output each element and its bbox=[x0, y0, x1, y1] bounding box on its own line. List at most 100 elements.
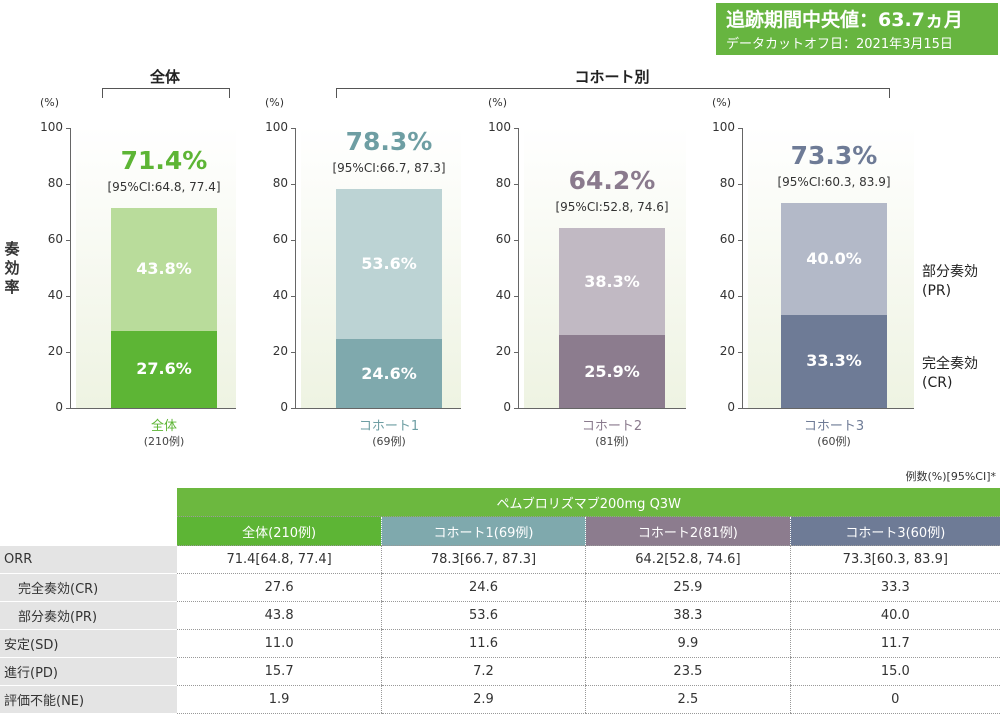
cell: 73.3[60.3, 83.9] bbox=[789, 545, 1000, 574]
cell: 71.4[64.8, 77.4] bbox=[177, 545, 382, 574]
group-overall-bracket bbox=[102, 88, 230, 98]
legend-cr-label: 完全奏効 bbox=[922, 356, 978, 372]
y-tick-label: 0 bbox=[727, 400, 735, 414]
y-tick-label: 80 bbox=[495, 176, 511, 190]
y-tick-label: 0 bbox=[280, 400, 288, 414]
cr-value-label: 24.6% bbox=[361, 363, 417, 383]
x-axis-line bbox=[518, 408, 686, 409]
y-tick bbox=[66, 296, 70, 297]
y-tick-label: 80 bbox=[47, 176, 63, 190]
y-tick bbox=[514, 128, 518, 129]
y-tick bbox=[66, 408, 70, 409]
y-tick bbox=[514, 352, 518, 353]
legend-cr: 完全奏効 (CR) bbox=[922, 355, 978, 393]
cell: 0 bbox=[789, 685, 1000, 714]
cr-value-label: 27.6% bbox=[136, 359, 192, 379]
cell: 38.3 bbox=[585, 601, 791, 630]
y-tick bbox=[66, 184, 70, 185]
x-category-label: コホート3 bbox=[803, 419, 865, 434]
y-tick-label: 100 bbox=[265, 120, 288, 134]
y-unit-label: (%) bbox=[40, 96, 60, 109]
bar-pr bbox=[336, 188, 442, 340]
row-label-pd: 進行(PD) bbox=[0, 657, 178, 686]
x-axis-line bbox=[742, 408, 914, 409]
y-tick-label: 0 bbox=[503, 400, 511, 414]
x-count-label: (81例) bbox=[595, 435, 629, 448]
y-tick bbox=[514, 184, 518, 185]
y-tick bbox=[738, 296, 742, 297]
ci-label: [95%CI:66.7, 87.3] bbox=[332, 160, 446, 175]
pr-value-label: 53.6% bbox=[361, 253, 417, 273]
y-tick-label: 60 bbox=[272, 232, 288, 246]
bar-pr bbox=[781, 202, 887, 315]
table-row: 部分奏効(PR) 43.8 53.6 38.3 40.0 bbox=[0, 601, 1000, 630]
y-tick bbox=[738, 128, 742, 129]
y-axis-line bbox=[295, 128, 296, 409]
group-overall-title: 全体 bbox=[149, 68, 180, 86]
y-tick-label: 20 bbox=[719, 344, 735, 358]
response-table: ペムブロリズマブ200mg Q3W 全体(210例) コホート1(69例) コホ… bbox=[0, 488, 1000, 714]
x-category-label: コホート1 bbox=[358, 419, 420, 434]
col-header-cohort3: コホート3(60例) bbox=[789, 516, 1000, 546]
legend-pr: 部分奏効 (PR) bbox=[922, 263, 978, 301]
cell: 25.9 bbox=[585, 573, 791, 602]
pr-value-label: 40.0% bbox=[806, 248, 862, 268]
y-tick-label: 80 bbox=[719, 176, 735, 190]
y-tick bbox=[514, 408, 518, 409]
y-tick bbox=[738, 352, 742, 353]
table-corner-2 bbox=[0, 516, 178, 546]
table-row: 安定(SD) 11.0 11.6 9.9 11.7 bbox=[0, 629, 1000, 658]
x-axis-line bbox=[295, 408, 461, 409]
x-category-label: 全体 bbox=[150, 419, 177, 434]
cell: 78.3[66.7, 87.3] bbox=[380, 545, 586, 574]
y-tick bbox=[738, 184, 742, 185]
legend-cr-abbr: (CR) bbox=[922, 375, 953, 391]
y-tick-label: 20 bbox=[272, 344, 288, 358]
y-tick bbox=[291, 128, 295, 129]
table-note: 例数(%)[95%CI]* bbox=[905, 470, 997, 483]
cell: 2.9 bbox=[380, 685, 586, 714]
followup-median: 追跡期間中央値：63.7ヵ月 bbox=[726, 9, 963, 31]
y-axis-line bbox=[70, 128, 71, 409]
cell: 23.5 bbox=[585, 657, 791, 686]
y-tick bbox=[66, 240, 70, 241]
y-tick bbox=[514, 240, 518, 241]
y-axis-title: 奏効率 bbox=[4, 240, 20, 296]
followup-cutoff: データカットオフ日：2021年3月15日 bbox=[726, 37, 953, 52]
cell: 2.5 bbox=[585, 685, 791, 714]
row-label-orr: ORR bbox=[0, 545, 178, 574]
cell: 43.8 bbox=[177, 601, 382, 630]
table-corner bbox=[0, 488, 178, 517]
cell: 15.0 bbox=[789, 657, 1000, 686]
cell: 1.9 bbox=[177, 685, 382, 714]
y-axis-line bbox=[518, 128, 519, 409]
y-tick-label: 60 bbox=[495, 232, 511, 246]
row-label-cr: 完全奏効(CR) bbox=[0, 573, 178, 602]
bar-pr bbox=[111, 208, 217, 331]
x-category-label: コホート2 bbox=[581, 419, 643, 434]
y-axis-line bbox=[742, 128, 743, 409]
pr-value-label: 38.3% bbox=[584, 271, 640, 291]
group-cohort-bracket bbox=[336, 88, 890, 98]
cell: 64.2[52.8, 74.6] bbox=[585, 545, 791, 574]
table-row: 評価不能(NE) 1.9 2.9 2.5 0 bbox=[0, 685, 1000, 714]
total-orr-label: 64.2% bbox=[568, 166, 656, 196]
y-tick-label: 60 bbox=[47, 232, 63, 246]
y-tick-label: 80 bbox=[272, 176, 288, 190]
y-tick-label: 40 bbox=[47, 288, 63, 302]
bar-cr bbox=[559, 335, 665, 408]
x-count-label: (60例) bbox=[817, 435, 851, 448]
x-axis-line bbox=[70, 408, 236, 409]
cell: 11.7 bbox=[789, 629, 1000, 658]
x-count-label: (210例) bbox=[143, 435, 185, 448]
y-tick bbox=[291, 296, 295, 297]
cell: 53.6 bbox=[380, 601, 586, 630]
ci-label: [95%CI:64.8, 77.4] bbox=[107, 180, 221, 195]
y-tick-label: 40 bbox=[272, 288, 288, 302]
ci-label: [95%CI:60.3, 83.9] bbox=[777, 174, 891, 189]
table-drug-header: ペムブロリズマブ200mg Q3W bbox=[177, 488, 1000, 517]
table-row: 進行(PD) 15.7 7.2 23.5 15.0 bbox=[0, 657, 1000, 686]
bar-cr bbox=[111, 330, 217, 408]
y-tick-label: 100 bbox=[712, 120, 735, 134]
y-tick bbox=[514, 296, 518, 297]
